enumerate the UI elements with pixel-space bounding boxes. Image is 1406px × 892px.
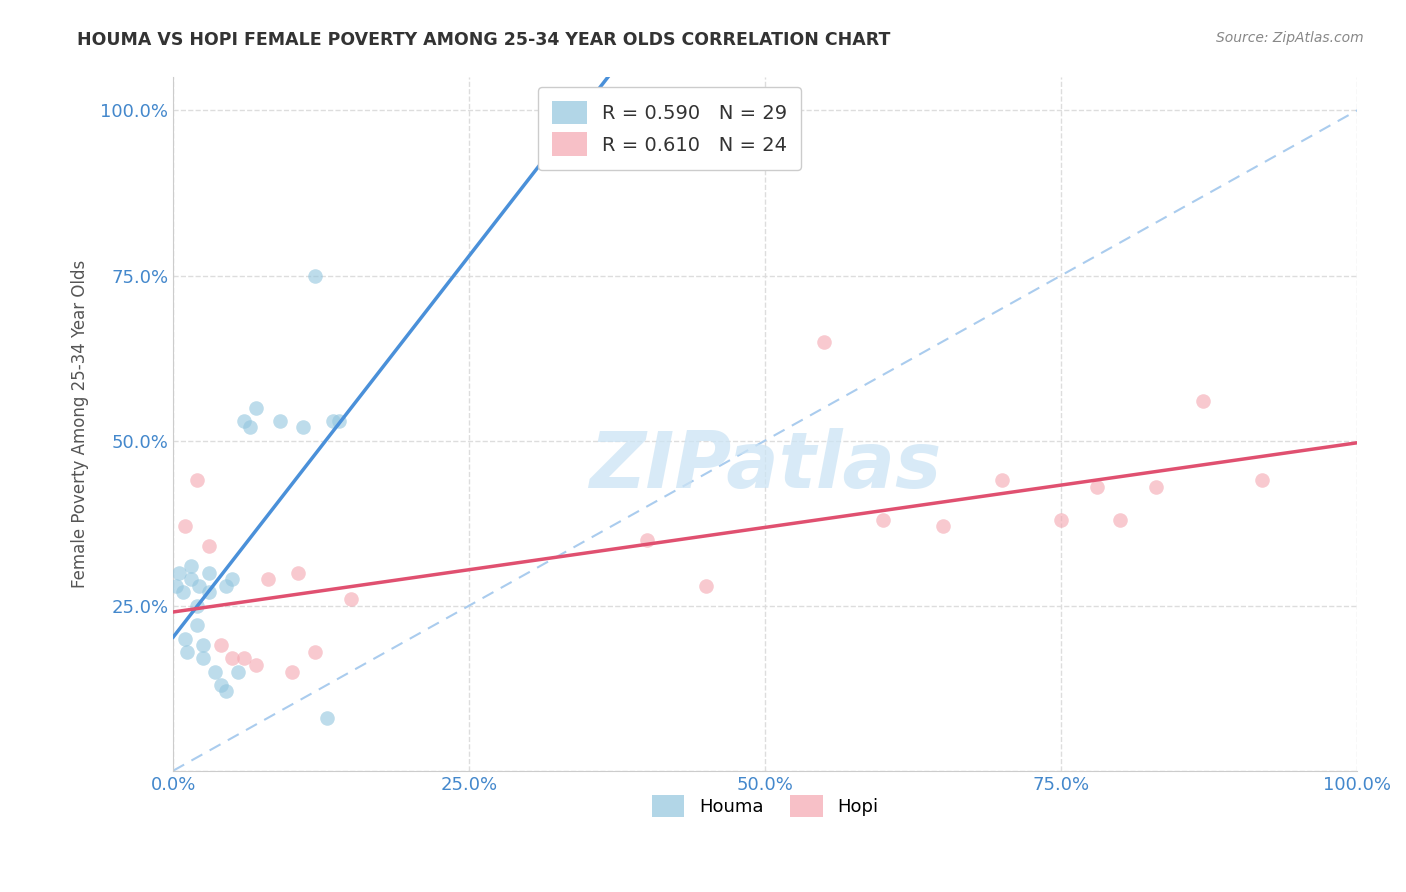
Point [322, 414, 344, 428]
Point [245, 401, 267, 415]
Point [304, 645, 326, 659]
Point [167, 566, 190, 580]
Point [269, 414, 291, 428]
Point [191, 651, 214, 665]
Point [1085, 480, 1108, 494]
Point [172, 585, 194, 599]
Point [197, 539, 219, 553]
Point [191, 638, 214, 652]
Point [239, 420, 262, 434]
Point [174, 632, 197, 646]
Point [215, 684, 238, 698]
Point [215, 579, 238, 593]
Point [1050, 513, 1073, 527]
Point [931, 519, 953, 533]
Point [197, 585, 219, 599]
Point [180, 572, 202, 586]
Point [328, 414, 350, 428]
Point [695, 579, 717, 593]
Point [1192, 394, 1215, 409]
Text: ZIPatlas: ZIPatlas [589, 427, 941, 504]
Point [197, 566, 219, 580]
Point [292, 420, 315, 434]
Text: Source: ZipAtlas.com: Source: ZipAtlas.com [1216, 31, 1364, 45]
Point [1251, 473, 1274, 487]
Point [245, 658, 267, 673]
Point [257, 572, 280, 586]
Point [991, 473, 1014, 487]
Point [186, 473, 208, 487]
Point [165, 579, 187, 593]
Point [186, 618, 208, 632]
Point [233, 414, 256, 428]
Point [221, 651, 243, 665]
Point [180, 559, 202, 574]
Point [221, 572, 243, 586]
Point [209, 638, 232, 652]
Legend: Houma, Hopi: Houma, Hopi [644, 788, 886, 824]
Point [176, 645, 198, 659]
Point [228, 665, 250, 679]
Point [636, 533, 658, 547]
Point [339, 592, 361, 607]
Point [188, 579, 211, 593]
Point [813, 334, 835, 349]
Point [233, 651, 256, 665]
Point [1109, 513, 1132, 527]
Point [209, 678, 232, 692]
Point [287, 566, 309, 580]
Point [174, 519, 197, 533]
Text: HOUMA VS HOPI FEMALE POVERTY AMONG 25-34 YEAR OLDS CORRELATION CHART: HOUMA VS HOPI FEMALE POVERTY AMONG 25-34… [77, 31, 891, 49]
Point [316, 711, 339, 725]
Point [280, 665, 302, 679]
Point [204, 665, 226, 679]
Point [872, 513, 894, 527]
Point [186, 599, 208, 613]
Y-axis label: Female Poverty Among 25-34 Year Olds: Female Poverty Among 25-34 Year Olds [72, 260, 89, 588]
Point [1144, 480, 1167, 494]
Point [304, 268, 326, 283]
